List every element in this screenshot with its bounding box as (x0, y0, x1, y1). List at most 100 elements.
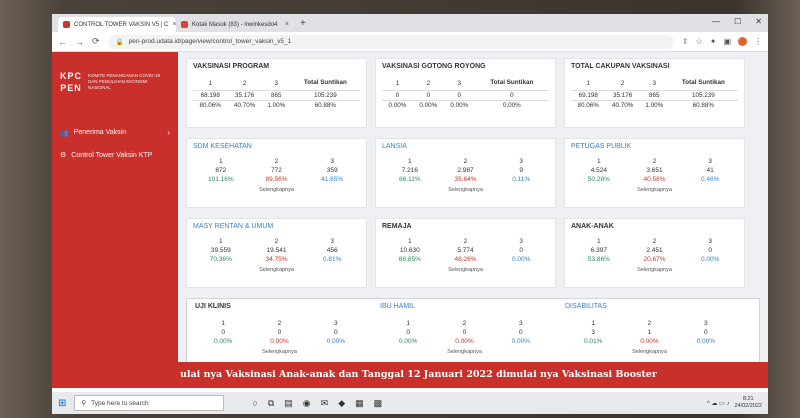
card-remaja[interactable]: REMAJA 1 2 3 10.630 5.774 0 88.85% 48.26% 0.00… (375, 218, 556, 288)
tray-icons[interactable]: ^ ☁ ▭ ♪ (706, 400, 730, 407)
cortana-icon[interactable]: ○ (252, 397, 258, 408)
dose-value: 0 (704, 329, 708, 336)
app-icon[interactable]: ▩ (373, 397, 383, 408)
dose-header: 1 (408, 238, 412, 245)
dose-value: 7.216 (401, 167, 418, 174)
dose-pct: 40.70% (227, 100, 262, 110)
url-field[interactable]: 🔒 pen-prod.udata.id/page/view/control_to… (107, 34, 674, 49)
card-title: IBU HAMIL (380, 303, 416, 310)
sidebar-item-penerima-vaksin[interactable]: 👥 Penerima Vaksin › (60, 128, 170, 137)
search-placeholder: Type here to search (91, 399, 149, 407)
forward-icon[interactable]: → (75, 36, 84, 47)
dose-value: 5.774 (457, 247, 474, 254)
more-link[interactable]: Selengkapnya (637, 267, 672, 273)
dose-header: 3 (708, 238, 712, 245)
card-lansia[interactable]: LANSIA 1 2 3 7.216 2.987 9 86.11% 35.64% 0.11%… (375, 138, 556, 208)
dose-header: 1 (395, 79, 400, 87)
total-header: Total Suntikan (490, 79, 534, 86)
system-tray: ^ ☁ ▭ ♪ 8:21 24/02/2022 (707, 396, 762, 410)
dropbox-icon[interactable]: ◆ (338, 397, 346, 408)
avatar[interactable] (738, 37, 747, 46)
dose-header: 3 (457, 79, 462, 87)
close-tab-icon[interactable]: × (172, 21, 176, 28)
card-anak-anak[interactable]: ANAK-ANAK 1 2 3 6.397 2.451 0 53.86% 20.67% 0.… (564, 218, 745, 288)
chrome-icon[interactable]: ◉ (302, 397, 311, 408)
windows-start-icon[interactable]: ⊞ (58, 397, 67, 409)
taskbar-search[interactable]: ⚲ Type here to search (74, 395, 225, 411)
mail-icon[interactable]: ✉ (320, 397, 329, 408)
dose-value: 0 (519, 329, 523, 336)
total-value: 105.239 (668, 90, 738, 101)
dose-value: 456 (326, 247, 338, 254)
dose-header: 3 (652, 79, 657, 87)
puzzle-icon[interactable]: ✦ (709, 37, 717, 46)
card-title: SDM KESEHATAN (193, 143, 252, 150)
dose-pct: 34.75% (265, 256, 288, 263)
total-pct: 60.88% (668, 100, 738, 110)
tab-control-tower[interactable]: CONTROL TOWER VAKSIN V5 | C × (58, 17, 176, 32)
dose-value: 772 (271, 167, 282, 174)
card-gotong-royong: VAKSINASI GOTONG ROYONG 1 2 3 Total Suntika… (375, 58, 556, 128)
dose-header: 3 (704, 320, 708, 327)
card-masy-rentan[interactable]: MASY RENTAN & UMUM 1 2 3 39.559 19.541 456 7… (186, 218, 367, 288)
tab-gmail[interactable]: Kotak Masuk (83) - inwinkesdo4 × (176, 17, 294, 32)
close-tab-icon[interactable]: × (284, 21, 289, 28)
dose-grid: 1 2 3 39.559 19.541 456 70.36% 34.75% 0.81% (193, 238, 360, 263)
more-link[interactable]: Selengkapnya (447, 349, 482, 355)
dose-header: 1 (586, 79, 590, 87)
dose-grid: 1 2 3 10.630 5.774 0 88.85% 48.26% 0.00% (382, 238, 549, 263)
back-icon[interactable]: ← (58, 36, 67, 47)
sidebar-icon[interactable]: ▣ (723, 37, 731, 46)
card-disabilitas[interactable]: DISABILITAS 1 2 3 3 1 0 0.01% 0.00% 0.00% Sele… (557, 303, 742, 367)
dose-pct: 89.56% (265, 176, 288, 183)
more-link[interactable]: Selengkapnya (637, 187, 672, 193)
card-title: ANAK-ANAK (571, 223, 614, 230)
dose-pct: 0.00% (443, 100, 475, 110)
more-link[interactable]: Selengkapnya (632, 349, 667, 355)
dose-header: 2 (462, 320, 467, 327)
dose-value: 0 (277, 329, 282, 336)
dose-value: 0 (412, 90, 444, 101)
card-sdm-kesehatan[interactable]: SDM KESEHATAN 1 2 3 872 772 359 101.16% 89.56… (186, 138, 367, 208)
maximize-icon[interactable]: ☐ (734, 17, 742, 26)
clock[interactable]: 8:21 24/02/2022 (734, 396, 762, 410)
dose-value: 1 (647, 329, 652, 336)
url-text: pen-prod.udata.id/page/view/control_towe… (128, 38, 292, 45)
share-icon[interactable]: ⇪ (681, 37, 689, 46)
more-link[interactable]: Selengkapnya (448, 267, 483, 273)
star-icon[interactable]: ☆ (695, 37, 703, 46)
dose-header: 2 (652, 238, 657, 245)
menu-icon[interactable]: ⋮ (754, 37, 762, 46)
card-total-cakupan: TOTAL CAKUPAN VAKSINASI 1 2 3 Total Suntika… (564, 58, 745, 128)
clock-date: 24/02/2022 (734, 403, 762, 409)
app-icon[interactable]: ▦ (355, 397, 364, 408)
new-tab-button[interactable]: + (300, 18, 306, 29)
more-link[interactable]: Selengkapnya (259, 267, 294, 273)
close-window-icon[interactable]: ✕ (755, 17, 762, 26)
more-link[interactable]: Selengkapnya (448, 187, 483, 193)
dose-grid: 1 2 3 3 1 0 0.01% 0.00% 0.00% (565, 320, 734, 345)
card-petugas-publik[interactable]: PETUGAS PUBLIK 1 2 3 4.524 3.651 41 50.28% 40… (564, 138, 745, 208)
dose-pct: 0.00% (270, 338, 289, 345)
dose-value: 6.397 (590, 247, 607, 254)
dose-value: 3 (591, 329, 595, 336)
card-uji-klinis[interactable]: UJI KLINIS 1 2 3 0 0 0 0.00% 0.00% 0.00% Selen… (187, 303, 372, 367)
folder-icon[interactable]: ▤ (284, 397, 293, 408)
dose-header: 3 (334, 320, 338, 327)
reload-icon[interactable]: ⟳ (92, 36, 100, 46)
dose-value: 3.651 (646, 167, 663, 174)
dose-value: 872 (215, 167, 227, 174)
dose-grid: 1 2 3 872 772 359 101.16% 89.56% 41.65% (193, 158, 360, 183)
more-link[interactable]: Selengkapnya (259, 187, 294, 193)
dose-pct: 0.00% (412, 100, 444, 110)
sidebar-item-control-tower[interactable]: ⚙ Control Tower Vaksin KTP (60, 151, 170, 160)
dose-value: 359 (326, 167, 338, 174)
more-link[interactable]: Selengkapnya (262, 349, 297, 355)
dose-pct: 0.00% (640, 338, 659, 345)
dose-header: 1 (406, 320, 410, 327)
task-view-icon[interactable]: ⧉ (267, 397, 275, 408)
minimize-icon[interactable]: — (712, 17, 721, 26)
logo-mark: KPC PEN (60, 71, 83, 93)
dose-pct: 40.58% (643, 176, 666, 183)
card-ibu-hamil[interactable]: IBU HAMIL 1 2 3 0 0 0 0.00% 0.00% 0.00% Seleng… (372, 303, 557, 367)
